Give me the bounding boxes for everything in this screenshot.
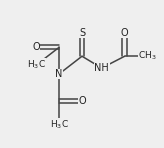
Text: O: O: [121, 28, 128, 38]
Text: NH: NH: [94, 63, 109, 73]
Text: H$_3$C: H$_3$C: [27, 59, 46, 71]
Text: N: N: [55, 69, 63, 79]
Text: CH$_3$: CH$_3$: [138, 50, 157, 62]
Text: S: S: [79, 28, 85, 38]
Text: O: O: [32, 42, 40, 52]
Text: O: O: [78, 96, 86, 106]
Text: H$_3$C: H$_3$C: [50, 118, 69, 131]
